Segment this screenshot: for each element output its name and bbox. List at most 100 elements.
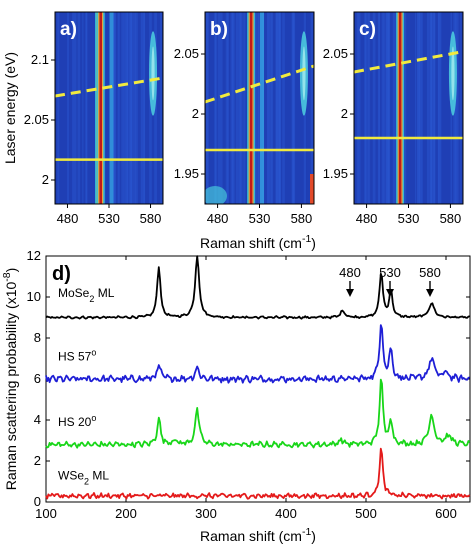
heatmap-texture (85, 12, 88, 204)
heatmap-texture (404, 12, 407, 204)
x-tick-label: 580 (140, 211, 162, 226)
heatmap-texture (206, 12, 209, 204)
x-tick-label: 530 (249, 211, 271, 226)
x-tick-label: 200 (115, 506, 137, 521)
heatmap-texture (372, 12, 376, 204)
heatmap-texture (214, 12, 217, 204)
heatmap-texture (378, 12, 381, 204)
heatmap-background (354, 12, 463, 204)
spectrum-line (45, 255, 470, 320)
peak-band (302, 46, 306, 101)
panel-label: b) (210, 19, 228, 40)
heatmap-texture (231, 12, 234, 204)
heatmap-texture (416, 12, 419, 204)
y-tick-label: 2.05 (24, 112, 49, 127)
heatmap-texture (238, 12, 240, 204)
arrow-label: 530 (379, 265, 401, 280)
x-tick-label: 530 (398, 211, 420, 226)
heatmap-texture (121, 12, 124, 204)
heatmap-texture (73, 12, 77, 204)
heatmap-texture (225, 12, 228, 204)
spectra-y-axis-label: Raman scattering probability (x10-8) (1, 268, 19, 491)
heatmap-texture (258, 12, 262, 204)
y-tick-label: 4 (34, 412, 41, 427)
peak-band (109, 12, 114, 204)
resonance-dashed-line (205, 64, 314, 104)
y-tick-label: 6 (34, 371, 41, 386)
corner-feature (310, 174, 314, 204)
x-tick-label: 480 (57, 211, 79, 226)
y-tick-label: 8 (34, 330, 41, 345)
spectrum-label: HS 20o (58, 413, 96, 429)
heatmap-texture (356, 12, 360, 204)
heatmap-texture (126, 12, 129, 204)
heatmap-panel-2: 480 530 580 1.95 2 2.05 b) (174, 11, 315, 226)
y-tick-label: 2 (192, 106, 199, 121)
heatmap-texture (368, 12, 371, 204)
heatmap-texture (235, 12, 239, 204)
panel-label: a) (60, 19, 77, 40)
heatmap-texture (123, 12, 127, 204)
x-tick-label: 300 (195, 506, 217, 521)
heatmap-background (55, 12, 163, 204)
heatmap-texture (117, 12, 120, 204)
heatmap-texture (437, 12, 441, 204)
x-tick-label: 530 (98, 211, 120, 226)
heatmap-texture (276, 12, 280, 204)
y-tick-label: 10 (27, 289, 41, 304)
heatmap-texture (226, 12, 230, 204)
heatmap-y-axis-label: Laser energy (eV) (2, 52, 18, 164)
y-tick-label: 2.05 (174, 46, 199, 61)
spectrum-line (45, 324, 470, 384)
arrow-head (386, 289, 394, 297)
spectrum-label: WSe2 ML (58, 468, 109, 486)
peak-band (398, 12, 402, 204)
heatmap-x-axis-label: Raman shift (cm-1) (200, 233, 316, 251)
heatmap-texture (430, 12, 433, 204)
heatmap-texture (254, 12, 258, 204)
arrow-label: 580 (419, 265, 441, 280)
heatmap-texture (269, 12, 273, 204)
y-tick-label: 1.95 (323, 166, 348, 181)
heatmap-texture (381, 12, 385, 204)
heatmap-texture (128, 12, 131, 204)
heatmap-texture (239, 12, 243, 204)
heatmap-texture (257, 12, 260, 204)
y-tick-label: 1.95 (174, 166, 199, 181)
heatmap-texture (160, 12, 163, 204)
heatmap-texture (219, 12, 223, 204)
panel-label: c) (359, 19, 376, 40)
heatmap-texture (118, 12, 120, 204)
heatmap-texture (358, 12, 361, 204)
y-tick-label: 2.1 (31, 52, 49, 67)
arrow-label: 480 (339, 265, 361, 280)
x-tick-label: 580 (291, 211, 313, 226)
x-tick-label: 480 (207, 211, 229, 226)
spectra-panel: 100 200 300 400 500 600 0 2 4 6 8 10 12 MoSe2 ML HS 57… (1, 248, 471, 544)
spectrum-line (45, 447, 471, 500)
heatmap-texture (57, 12, 60, 204)
heatmap-texture (383, 12, 385, 204)
peak-band (451, 46, 455, 101)
y-tick-label: 12 (27, 248, 41, 263)
heatmap-image (205, 12, 314, 204)
y-tick-label: 2 (42, 172, 49, 187)
spectrum-line (45, 378, 471, 449)
heatmap-panel-3: 480 530 580 1.95 2 2.05 c) (323, 11, 464, 226)
heatmap-texture (432, 12, 436, 204)
heatmap-panels: 480 530 580 2 2.05 2.1 a) 480 530 580 1.95 2 2.05 b)4… (2, 11, 464, 251)
heatmap-texture (455, 12, 459, 204)
heatmap-texture (149, 12, 152, 204)
y-tick-label: 0 (34, 494, 41, 509)
heatmap-texture (419, 12, 422, 204)
heatmap-texture (278, 12, 281, 204)
spectrum-label: MoSe2 ML (58, 286, 115, 304)
heatmap-texture (125, 12, 128, 204)
arrow-head (346, 289, 354, 297)
x-tick-label: 100 (35, 506, 57, 521)
x-tick-label: 580 (440, 211, 462, 226)
peak-band (249, 12, 253, 204)
heatmap-texture (131, 12, 135, 204)
peak-band (260, 12, 265, 204)
heatmap-texture (421, 12, 423, 204)
